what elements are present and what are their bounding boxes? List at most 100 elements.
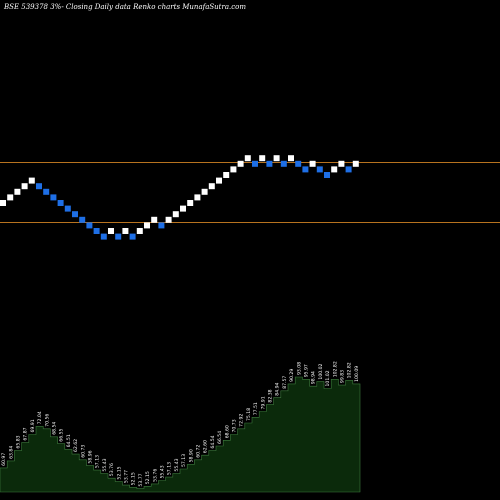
up-brick xyxy=(208,183,215,190)
volume-label: 57.13 xyxy=(95,455,101,468)
volume-label: 79.91 xyxy=(260,396,266,409)
volume-label: 53.77 xyxy=(124,470,130,483)
up-brick xyxy=(223,172,230,178)
up-brick xyxy=(151,216,158,223)
volume-label: 72.04 xyxy=(37,411,43,424)
volume-label: 87.57 xyxy=(282,376,288,389)
volume-label: 55.43 xyxy=(174,458,180,471)
up-brick xyxy=(194,194,201,201)
volume-label: 100.09 xyxy=(354,366,360,382)
up-brick xyxy=(352,160,359,167)
up-brick xyxy=(165,216,172,223)
chart-title: BSE 539378 3%- Closing Daily data Renko … xyxy=(3,3,246,11)
up-brick xyxy=(338,160,345,167)
volume-label: 53.76 xyxy=(109,463,115,476)
volume-label: 66.55 xyxy=(59,428,65,441)
up-brick xyxy=(108,228,114,234)
up-brick xyxy=(288,155,294,162)
down-brick xyxy=(129,233,136,240)
down-brick xyxy=(72,211,78,218)
volume-label: 77.51 xyxy=(253,402,259,415)
volume-label: 95.97 xyxy=(304,364,310,377)
down-brick xyxy=(252,160,258,167)
up-brick xyxy=(14,188,21,195)
volume-label: 101.02 xyxy=(325,370,331,386)
volume-label: 64.51 xyxy=(66,434,72,447)
up-brick xyxy=(144,222,150,229)
volume-area-shape xyxy=(0,376,361,493)
volume-label: 60.73 xyxy=(80,445,86,458)
up-brick xyxy=(187,200,194,206)
down-brick xyxy=(295,160,302,167)
down-brick xyxy=(324,172,330,178)
volume-label: 72.92 xyxy=(239,414,245,427)
down-brick xyxy=(43,188,50,195)
volume-label: 70.56 xyxy=(44,414,50,427)
up-brick xyxy=(201,188,208,195)
down-brick xyxy=(36,183,42,190)
volume-label: 53.77 xyxy=(138,473,144,486)
volume-label: 57.13 xyxy=(167,462,173,475)
volume-label: 52.15 xyxy=(131,472,137,485)
up-brick xyxy=(7,194,14,201)
volume-label: 84.94 xyxy=(275,382,281,395)
down-brick xyxy=(50,194,57,201)
volume-label: 100.02 xyxy=(318,363,324,379)
volume-label: 60.72 xyxy=(196,445,202,458)
volume-label: 55.43 xyxy=(102,458,108,471)
volume-label: 64.54 xyxy=(210,435,216,448)
down-brick xyxy=(302,166,309,173)
volume-label: 98.94 xyxy=(311,371,317,384)
up-brick xyxy=(259,155,266,162)
up-brick xyxy=(28,177,35,184)
up-brick xyxy=(273,155,280,162)
volume-label: 60.97 xyxy=(1,453,7,466)
volume-area xyxy=(0,376,361,493)
volume-label: 66.54 xyxy=(217,431,223,444)
volume-label: 57.13 xyxy=(181,454,187,467)
volume-label: 68.60 xyxy=(224,425,230,438)
up-brick xyxy=(331,166,338,173)
renko-bricks xyxy=(0,155,359,240)
up-brick xyxy=(0,200,6,206)
up-brick xyxy=(244,155,251,162)
volume-label: 102.82 xyxy=(347,362,353,378)
volume-label: 93.08 xyxy=(296,362,302,375)
volume-label: 75.18 xyxy=(246,408,252,421)
down-brick xyxy=(100,233,107,240)
volume-label: 90.29 xyxy=(289,369,295,382)
up-brick xyxy=(21,183,28,190)
volume-label: 102.82 xyxy=(332,361,338,377)
down-brick xyxy=(57,200,64,206)
up-brick xyxy=(136,228,143,234)
up-brick xyxy=(309,160,316,167)
up-brick xyxy=(230,166,237,173)
volume-label: 82.38 xyxy=(268,389,274,402)
volume-label: 70.73 xyxy=(232,419,238,432)
volume-label: 53.76 xyxy=(152,469,158,482)
down-brick xyxy=(115,233,122,240)
down-brick xyxy=(158,222,165,229)
volume-label: 67.87 xyxy=(23,427,29,440)
volume-label: 52.15 xyxy=(116,466,122,479)
down-brick xyxy=(64,205,71,212)
down-brick xyxy=(280,160,287,167)
volume-label: 52.15 xyxy=(145,471,151,484)
down-brick xyxy=(266,160,273,167)
down-brick xyxy=(345,166,352,173)
volume-label: 69.91 xyxy=(30,419,36,432)
down-brick xyxy=(86,222,93,229)
up-brick xyxy=(237,160,244,167)
volume-label: 58.90 xyxy=(188,449,194,462)
volume-label: 62.60 xyxy=(203,440,209,453)
up-brick xyxy=(180,205,186,212)
down-brick xyxy=(93,228,100,234)
volume-label: 58.96 xyxy=(88,450,94,463)
down-brick xyxy=(79,216,86,223)
volume-label: 62.62 xyxy=(73,439,79,452)
volume-label: 99.83 xyxy=(340,370,346,383)
volume-label: 55.43 xyxy=(160,465,166,478)
